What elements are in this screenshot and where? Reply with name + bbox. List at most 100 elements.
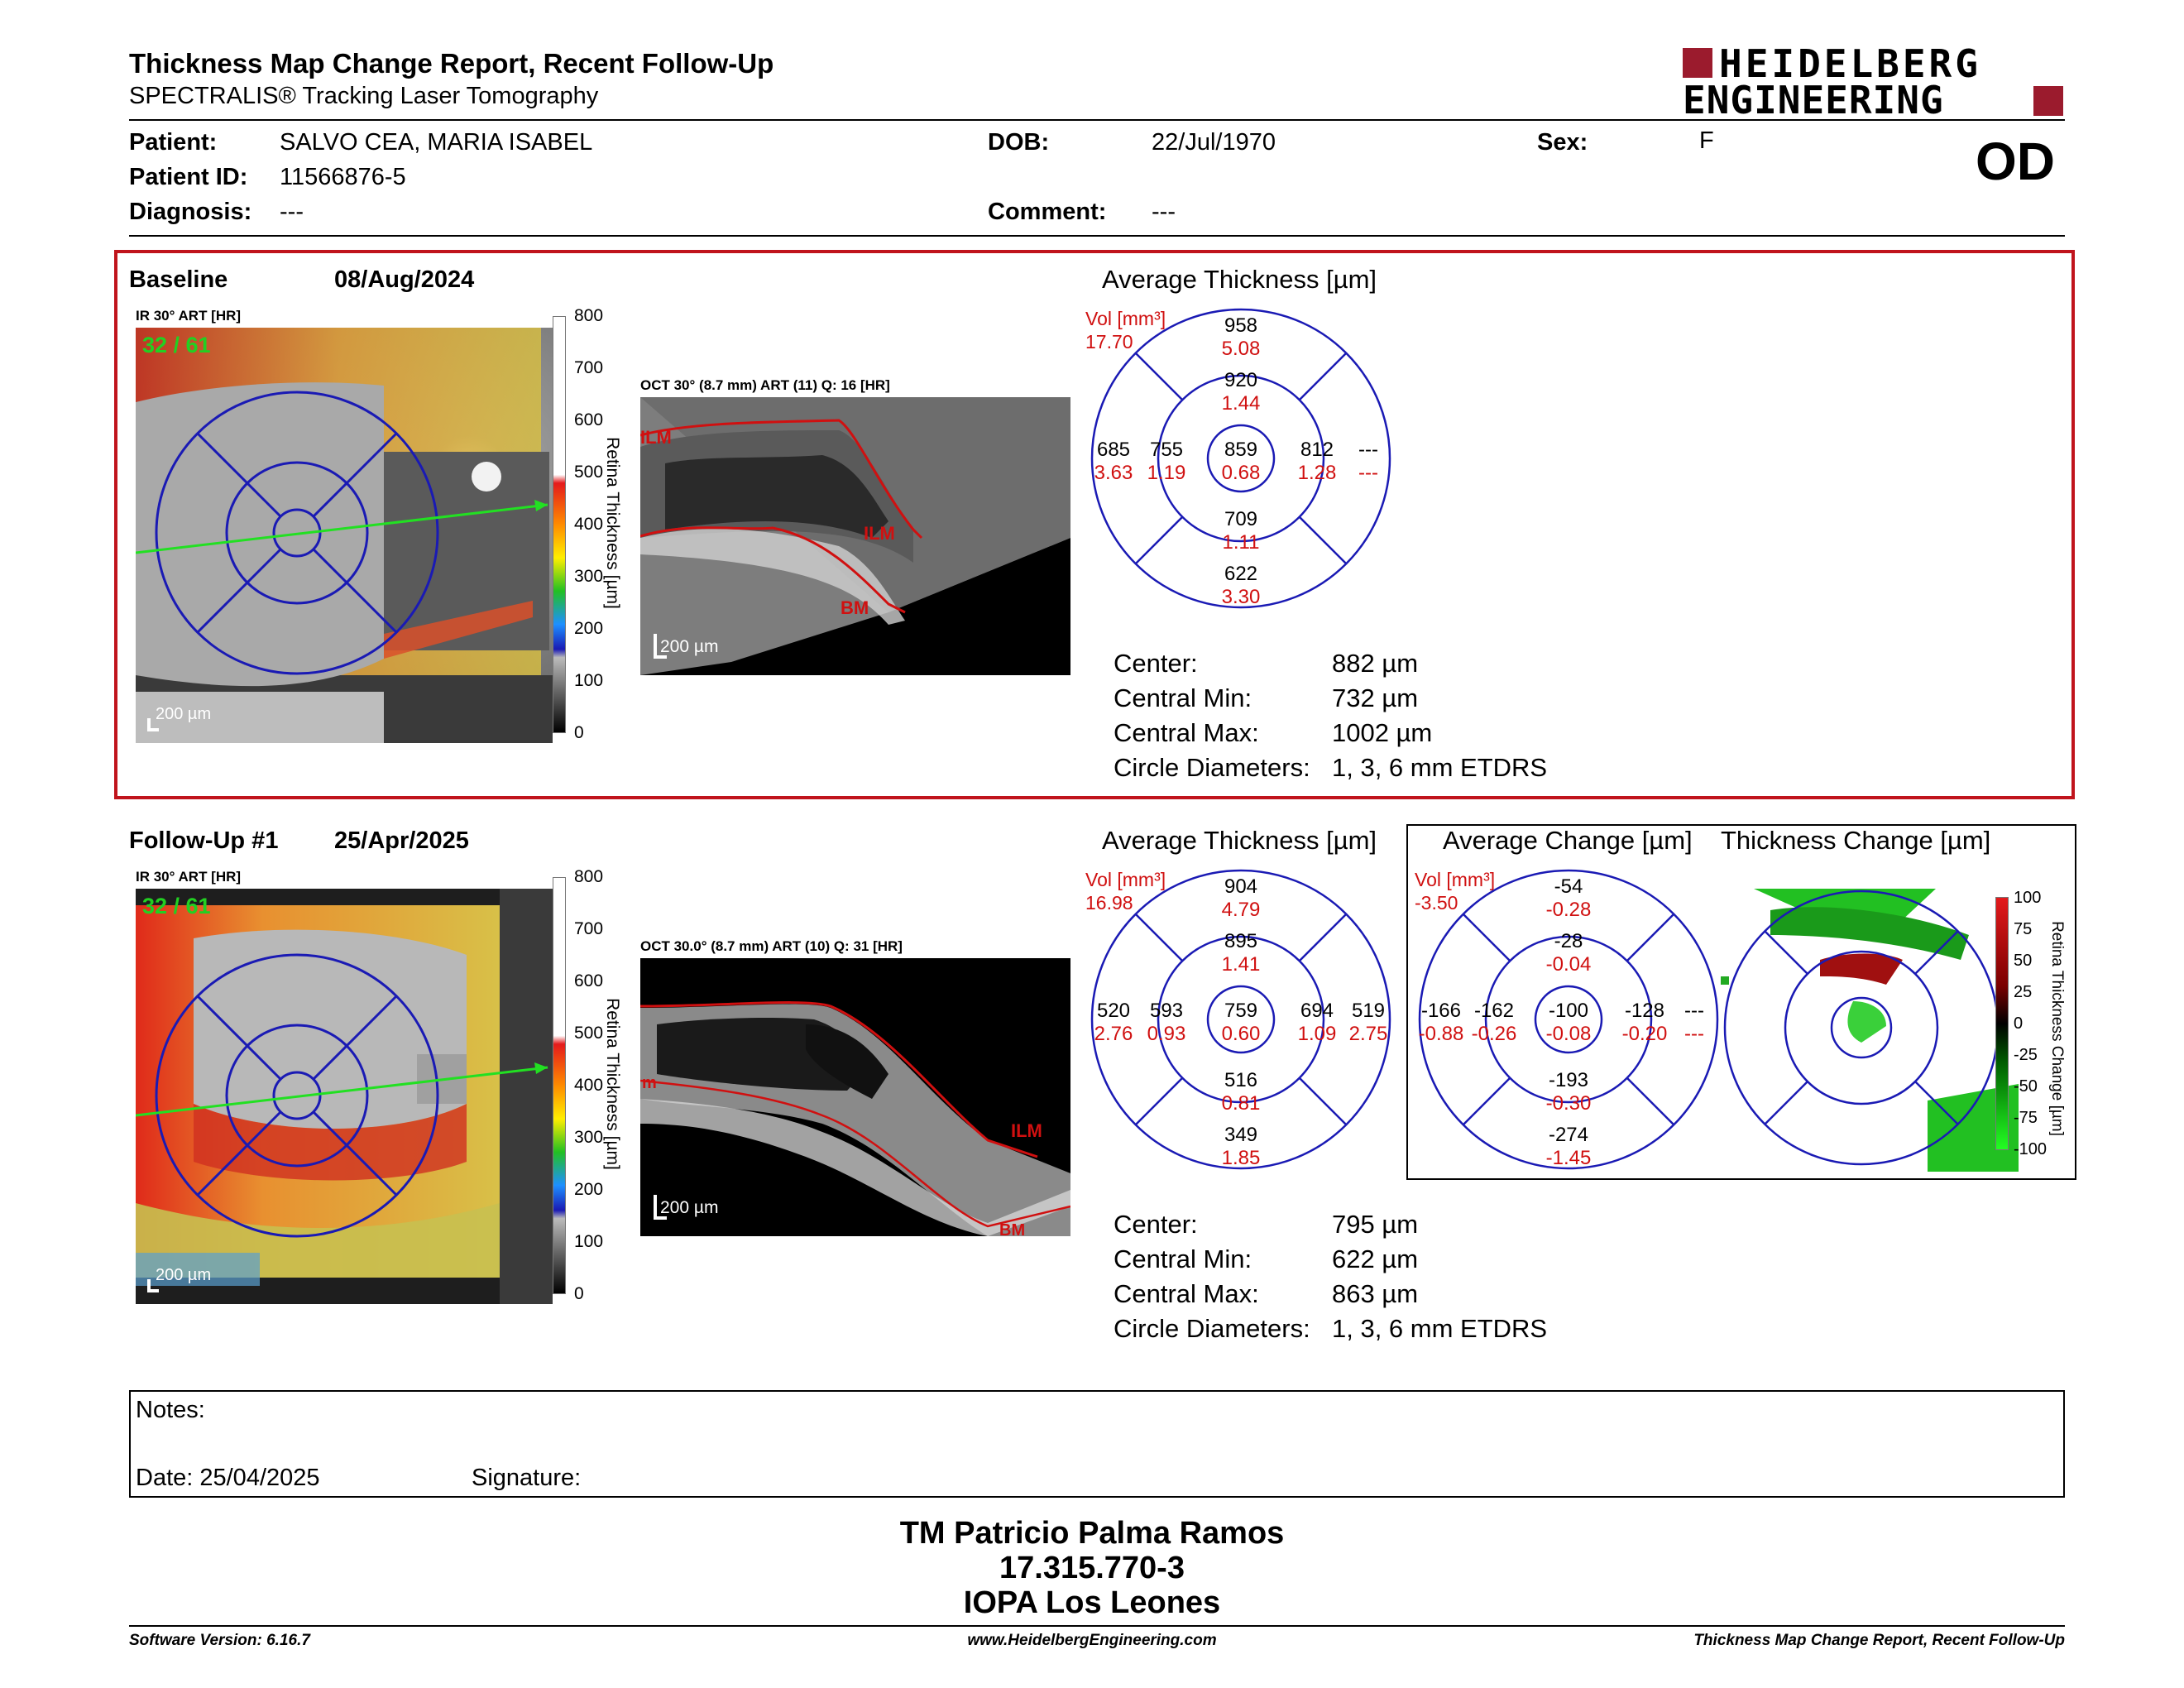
followup-diam-label: Circle Diameters: — [1114, 1314, 1310, 1343]
etdrs-center: 759 — [1224, 1000, 1258, 1022]
signer-id: 17.315.770-3 — [999, 1551, 1185, 1585]
change-etdrs-grid — [1418, 869, 1719, 1170]
etdrs-center-vol: -0.08 — [1545, 1023, 1592, 1045]
etdrs-outer-inf-vol: 1.85 — [1221, 1147, 1261, 1169]
tick: 75 — [2014, 920, 2033, 938]
tick: 100 — [2014, 889, 2042, 907]
change-colorbar — [1995, 897, 2009, 1150]
followup-vol-value: 16.98 — [1085, 892, 1133, 914]
notes-date: Date: 25/04/2025 — [136, 1465, 320, 1491]
baseline-oct-label: OCT 30° (8.7 mm) ART (11) Q: 16 [HR] — [640, 377, 890, 393]
change-map-title: Thickness Change [µm] — [1721, 826, 1991, 855]
baseline-avg-title: Average Thickness [µm] — [1102, 265, 1377, 294]
etdrs-inner-nas-vol: -0.20 — [1621, 1023, 1668, 1045]
baseline-oct-ilm-left: ILM — [640, 427, 672, 448]
etdrs-outer-nas: --- — [1684, 1000, 1704, 1022]
etdrs-inner-temp: 755 — [1149, 439, 1184, 461]
followup-date: 25/Apr/2025 — [334, 827, 469, 854]
etdrs-outer-inf-vol: 3.30 — [1221, 586, 1261, 608]
baseline-diam-label: Circle Diameters: — [1114, 753, 1310, 782]
heidelberg-logo: HEIDELBERG ENGINEERING — [1683, 41, 2063, 122]
followup-min-label: Central Min: — [1114, 1244, 1252, 1273]
diagnosis-label: Diagnosis: — [129, 199, 252, 225]
followup-ir-label: IR 30° ART [HR] — [136, 869, 242, 885]
etdrs-inner-temp-vol: -0.26 — [1471, 1023, 1517, 1045]
change-box — [1406, 824, 2076, 1180]
etdrs-inner-sup-vol: 1.44 — [1221, 392, 1261, 415]
tick: -75 — [2014, 1109, 2038, 1127]
tick: 0 — [2014, 1014, 2024, 1033]
etdrs-inner-sup: 895 — [1224, 930, 1258, 952]
etdrs-inner-inf-vol: 1.11 — [1222, 531, 1260, 554]
etdrs-outer-sup: -54 — [1554, 875, 1583, 898]
etdrs-outer-nas: --- — [1358, 439, 1378, 461]
baseline-diam-value: 1, 3, 6 mm ETDRS — [1332, 753, 1548, 782]
baseline-label: Baseline — [129, 266, 228, 293]
baseline-max-value: 1002 µm — [1332, 718, 1433, 747]
signer-org: IOPA Los Leones — [963, 1585, 1221, 1620]
followup-center-label: Center: — [1114, 1210, 1198, 1239]
followup-oct-ilm: ILM — [1011, 1120, 1042, 1141]
followup-max-value: 863 µm — [1332, 1279, 1419, 1308]
baseline-colorbar-title: Retina Thickness [µm] — [603, 437, 622, 609]
followup-thickness-map — [136, 889, 553, 1304]
signer-name: TM Patricio Palma Ramos — [899, 1516, 1285, 1551]
tick: -100 — [2014, 1140, 2048, 1158]
tick: 800 — [574, 867, 604, 886]
etdrs-inner-inf: -193 — [1548, 1069, 1589, 1091]
tick: 200 — [574, 1180, 604, 1199]
followup-oct-scale: 200 µm — [660, 1198, 719, 1217]
etdrs-inner-temp: -162 — [1473, 1000, 1515, 1022]
followup-vol-label: Vol [mm³] — [1085, 869, 1166, 890]
followup-etdrs-values: 904 4.79 895 1.41 520 2.76 593 0.93 759 … — [1089, 867, 1403, 1182]
comment-value: --- — [1152, 199, 1176, 225]
dob-label: DOB: — [988, 129, 1050, 156]
etdrs-outer-nas-vol: --- — [1358, 462, 1378, 484]
followup-center-value: 795 µm — [1332, 1210, 1419, 1239]
etdrs-inner-inf-vol: -0.30 — [1545, 1092, 1592, 1115]
sex-value: F — [1699, 127, 1714, 154]
tick: 600 — [574, 410, 604, 429]
etdrs-outer-sup-vol: 5.08 — [1221, 338, 1261, 360]
footer-website[interactable]: www.HeidelbergEngineering.com — [967, 1632, 1217, 1649]
dob-value: 22/Jul/1970 — [1152, 129, 1276, 156]
etdrs-outer-sup-vol: -0.28 — [1545, 899, 1592, 921]
baseline-date: 08/Aug/2024 — [334, 266, 475, 293]
change-colorbar-title: Retina Thickness Change [µm] — [2048, 921, 2066, 1136]
tick: 0 — [574, 1284, 584, 1303]
baseline-etdrs-values: 958 5.08 920 1.44 685 3.63 755 1.19 859 … — [1089, 306, 1403, 621]
tick: 300 — [574, 567, 604, 586]
etdrs-center-vol: 0.68 — [1221, 462, 1261, 484]
change-etdrs-values: -54 -0.28 -28 -0.04 -166 -0.88 -162 -0.2… — [1416, 867, 1731, 1182]
baseline-min-value: 732 µm — [1332, 683, 1419, 712]
baseline-etdrs-overlay — [136, 391, 548, 675]
patient-name: SALVO CEA, MARIA ISABEL — [280, 129, 593, 156]
change-colorbar-ticks: 100 75 50 25 0 -25 -50 -75 -100 — [2014, 889, 2055, 1162]
tick: 400 — [574, 515, 604, 534]
diagnosis-value: --- — [280, 199, 304, 225]
etdrs-inner-temp: 593 — [1149, 1000, 1184, 1022]
etdrs-inner-sup-vol: -0.04 — [1545, 953, 1592, 976]
change-map — [1721, 889, 2019, 1172]
etdrs-outer-temp: 685 — [1096, 439, 1131, 461]
etdrs-outer-inf: 622 — [1224, 563, 1258, 585]
followup-etdrs-overlay — [136, 953, 548, 1238]
baseline-center-label: Center: — [1114, 649, 1198, 678]
tick: 500 — [574, 1024, 604, 1043]
tick: 700 — [574, 919, 604, 938]
followup-avg-title: Average Thickness [µm] — [1102, 826, 1377, 855]
etdrs-inner-temp-vol: 1.19 — [1147, 462, 1186, 484]
followup-scale-bar: 200 µm — [156, 1266, 212, 1284]
tick: -50 — [2014, 1077, 2038, 1096]
baseline-oct-scale: 200 µm — [660, 637, 719, 656]
etdrs-inner-nas-vol: 1.09 — [1297, 1023, 1337, 1045]
sex-label: Sex: — [1537, 129, 1588, 156]
tick: 500 — [574, 463, 604, 482]
followup-oct-ilm-left: m — [642, 1074, 657, 1092]
followup-oct-bm: BM — [999, 1221, 1026, 1240]
tick: 300 — [574, 1128, 604, 1147]
footer-report: Thickness Map Change Report, Recent Foll… — [1693, 1632, 2065, 1649]
baseline-panel — [114, 250, 2075, 799]
followup-oct-scan — [640, 958, 1070, 1236]
etdrs-inner-sup: 920 — [1224, 369, 1258, 391]
